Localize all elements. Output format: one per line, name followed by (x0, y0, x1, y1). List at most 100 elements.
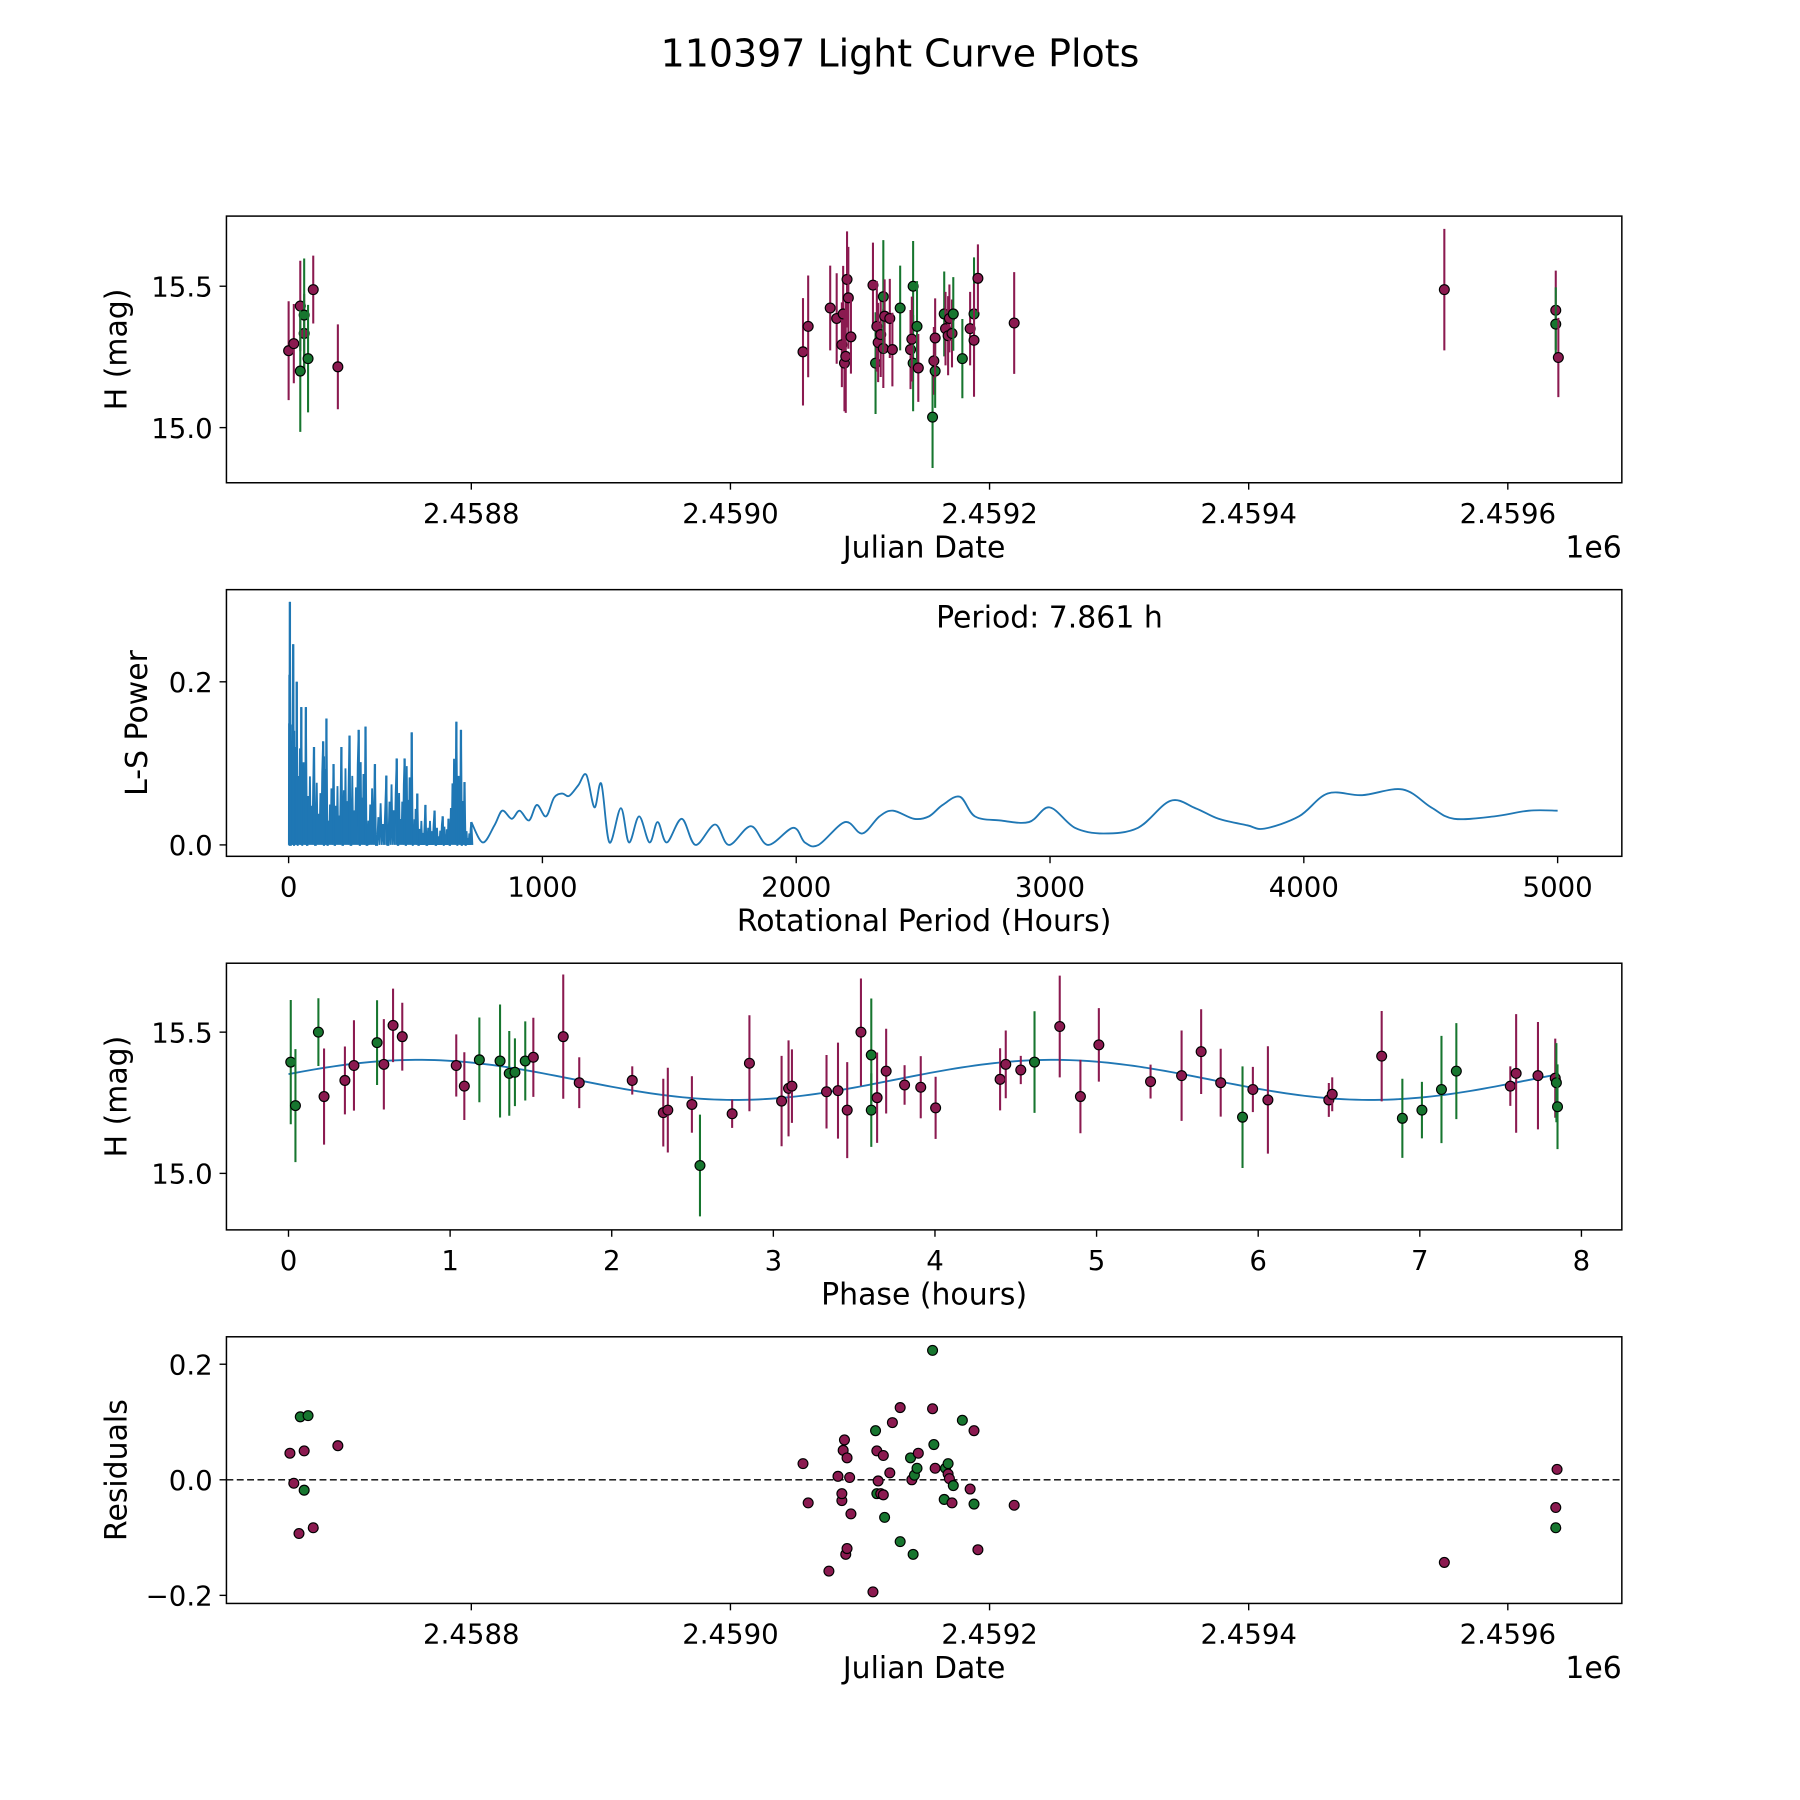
data-point (894, 1536, 906, 1548)
x-offset-label: 1e6 (1565, 530, 1621, 565)
data-point (298, 309, 310, 321)
data-point (1237, 1111, 1249, 1123)
data-point (927, 1344, 939, 1356)
data-point (1504, 1080, 1516, 1092)
data-point (293, 1528, 305, 1540)
data-point (877, 1450, 889, 1462)
data-point (450, 1059, 462, 1071)
data-point (930, 1102, 942, 1114)
data-point (823, 1565, 835, 1577)
data-point (879, 1511, 891, 1523)
lightcurve-panel: 2.4588 2.4590 2.4592 2.4594 2.4596 15.0 15.5 Ju… (99, 215, 1623, 565)
x-tick-label: 4 (926, 1244, 944, 1277)
phased-curve-panel: 0 1 2 3 4 5 6 7 8 15.0 15.5 Phase (hours) H (mag) (99, 962, 1623, 1313)
data-point (302, 353, 314, 365)
data-point (840, 350, 852, 362)
data-point (288, 1477, 300, 1489)
data-point (841, 1452, 853, 1464)
data-point (821, 1086, 833, 1098)
data-point (915, 1081, 927, 1093)
data-point (824, 302, 836, 314)
data-point (886, 344, 898, 356)
data-point (946, 327, 958, 339)
x-axis-label: Julian Date (841, 530, 1006, 565)
data-point (339, 1074, 351, 1086)
data-point (1435, 1083, 1447, 1096)
data-point (743, 1057, 755, 1069)
y-axis-label: Residuals (99, 1399, 134, 1541)
data-point (947, 308, 959, 320)
data-point (929, 332, 941, 344)
data-point (726, 1108, 738, 1120)
data-point (838, 1434, 850, 1446)
data-point (332, 1440, 344, 1452)
data-point (927, 1403, 939, 1415)
x-tick-label: 2.4594 (1200, 497, 1297, 530)
data-point (844, 1471, 856, 1483)
x-tick-label: 0 (280, 1244, 298, 1277)
data-point (312, 1026, 324, 1038)
x-tick-label: 4000 (1269, 871, 1339, 904)
data-point (964, 323, 976, 335)
data-point (1093, 1039, 1105, 1051)
data-point (371, 1037, 383, 1049)
x-tick-label: 2.4590 (682, 1618, 779, 1651)
data-point (845, 331, 857, 343)
data-point (1029, 1056, 1041, 1068)
data-point (318, 1091, 330, 1103)
y-tick-label: 0.2 (169, 666, 213, 699)
data-point (1074, 1091, 1086, 1103)
data-point (942, 1458, 954, 1470)
x-axis-label: Phase (hours) (821, 1278, 1027, 1313)
data-point (832, 1470, 844, 1482)
x-tick-label: 1 (441, 1244, 459, 1277)
data-point (867, 1586, 879, 1598)
data-point (1008, 317, 1020, 329)
x-tick-label: 2.4594 (1200, 1618, 1297, 1651)
data-point (841, 1104, 853, 1116)
x-tick-label: 8 (1573, 1244, 1591, 1277)
x-tick-label: 2.4596 (1460, 1618, 1556, 1651)
x-tick-label: 2.4592 (941, 497, 1037, 530)
data-point (894, 302, 906, 314)
y-tick-label: 15.0 (151, 1158, 212, 1191)
data-point (867, 279, 879, 291)
data-point (1550, 1522, 1562, 1534)
x-tick-label: 5000 (1523, 871, 1593, 904)
data-point (946, 1497, 958, 1509)
data-point (1510, 1067, 1522, 1079)
data-point (1551, 1101, 1564, 1113)
plot-area (283, 228, 1564, 469)
data-point (458, 1080, 470, 1092)
y-tick-label: 15.5 (151, 1016, 212, 1049)
data-point (877, 1489, 889, 1501)
axes-frame (225, 588, 1623, 858)
data-point (1145, 1076, 1157, 1088)
data-point (968, 334, 980, 346)
data-point (307, 284, 319, 296)
period-annotation: Period: 7.861 h (936, 601, 1163, 636)
data-point (289, 1100, 301, 1112)
data-point (884, 1467, 896, 1479)
data-point (994, 1073, 1006, 1085)
data-point (1550, 1502, 1562, 1514)
data-point (302, 1410, 314, 1422)
y-tick-label: 0.0 (169, 829, 213, 862)
data-point (872, 1475, 884, 1487)
axes-frame (225, 1336, 1623, 1605)
y-axis-label: H (mag) (99, 289, 134, 411)
data-point (912, 1447, 924, 1459)
data-point (841, 273, 853, 285)
data-point (1376, 1050, 1388, 1062)
data-point (870, 1425, 882, 1437)
data-point (776, 1095, 788, 1107)
data-point (1438, 284, 1450, 296)
data-point (907, 1548, 919, 1560)
x-offset-label: 1e6 (1565, 1651, 1621, 1686)
data-point (298, 1484, 310, 1496)
data-point (1247, 1083, 1259, 1096)
data-point (865, 1104, 877, 1116)
data-point (964, 1483, 976, 1495)
data-point (956, 353, 968, 365)
periodogram-dense-line (287, 601, 474, 846)
